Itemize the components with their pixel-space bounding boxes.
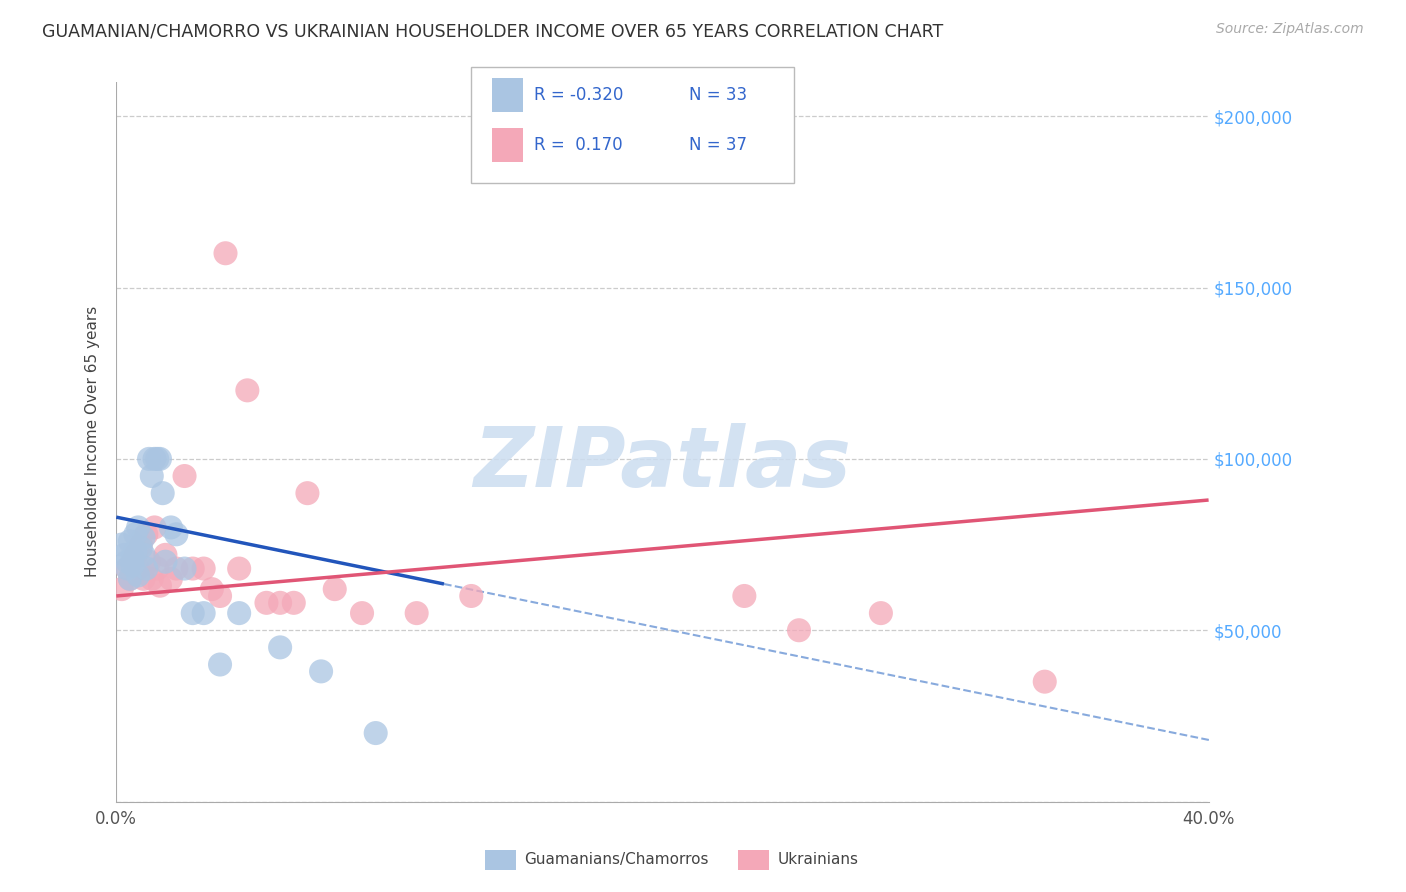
Point xyxy=(209,589,232,603)
Text: Guamanians/Chamorros: Guamanians/Chamorros xyxy=(524,853,709,867)
Point xyxy=(141,572,163,586)
Text: R =  0.170: R = 0.170 xyxy=(534,136,623,154)
Point xyxy=(181,606,204,620)
Point xyxy=(228,561,250,575)
Y-axis label: Householder Income Over 65 years: Householder Income Over 65 years xyxy=(86,306,100,577)
Point xyxy=(733,589,755,603)
Point xyxy=(143,520,166,534)
Point xyxy=(269,596,291,610)
Point xyxy=(165,561,187,575)
Point xyxy=(209,657,232,672)
Point xyxy=(118,572,141,586)
Point xyxy=(350,606,373,620)
Point xyxy=(115,555,138,569)
Point xyxy=(309,665,332,679)
Point xyxy=(214,246,236,260)
Point xyxy=(297,486,319,500)
Point xyxy=(155,548,177,562)
Point xyxy=(118,572,141,586)
Point xyxy=(160,520,183,534)
Point xyxy=(165,527,187,541)
Point xyxy=(787,624,810,638)
Point xyxy=(127,568,149,582)
Text: N = 37: N = 37 xyxy=(689,136,747,154)
Point xyxy=(124,544,146,558)
Point xyxy=(132,572,155,586)
Point xyxy=(236,384,259,398)
Point xyxy=(323,582,346,596)
Point xyxy=(173,469,195,483)
Point xyxy=(149,579,172,593)
Point xyxy=(138,451,160,466)
Point xyxy=(269,640,291,655)
Point xyxy=(127,561,149,575)
Point xyxy=(201,582,224,596)
Text: ZIPatlas: ZIPatlas xyxy=(474,423,852,504)
Point xyxy=(121,551,143,566)
Point xyxy=(155,555,177,569)
Point xyxy=(146,561,169,575)
Point xyxy=(364,726,387,740)
Point xyxy=(405,606,427,620)
Point xyxy=(115,561,138,575)
Point xyxy=(870,606,893,620)
Text: Source: ZipAtlas.com: Source: ZipAtlas.com xyxy=(1216,22,1364,37)
Point xyxy=(256,596,278,610)
Text: Ukrainians: Ukrainians xyxy=(778,853,859,867)
Point xyxy=(283,596,305,610)
Point xyxy=(111,582,134,596)
Point xyxy=(193,606,215,620)
Text: R = -0.320: R = -0.320 xyxy=(534,87,624,104)
Point xyxy=(127,520,149,534)
Point xyxy=(118,534,141,549)
Point xyxy=(135,561,157,575)
Point xyxy=(460,589,482,603)
Point xyxy=(143,451,166,466)
Point xyxy=(129,538,152,552)
Text: N = 33: N = 33 xyxy=(689,87,747,104)
Point xyxy=(141,469,163,483)
Point xyxy=(1033,674,1056,689)
Point xyxy=(181,561,204,575)
Point xyxy=(114,548,136,562)
Point xyxy=(111,538,134,552)
Point xyxy=(138,555,160,569)
Point xyxy=(132,548,155,562)
Point xyxy=(121,558,143,573)
Point xyxy=(173,561,195,575)
Point xyxy=(124,548,146,562)
Point xyxy=(146,451,169,466)
Point xyxy=(135,527,157,541)
Point xyxy=(124,527,146,541)
Point xyxy=(115,561,138,575)
Point xyxy=(149,451,172,466)
Point xyxy=(152,486,174,500)
Point xyxy=(228,606,250,620)
Point xyxy=(193,561,215,575)
Point xyxy=(160,572,183,586)
Point xyxy=(132,531,155,545)
Point xyxy=(121,555,143,569)
Text: GUAMANIAN/CHAMORRO VS UKRAINIAN HOUSEHOLDER INCOME OVER 65 YEARS CORRELATION CHA: GUAMANIAN/CHAMORRO VS UKRAINIAN HOUSEHOL… xyxy=(42,22,943,40)
Point xyxy=(129,541,152,555)
